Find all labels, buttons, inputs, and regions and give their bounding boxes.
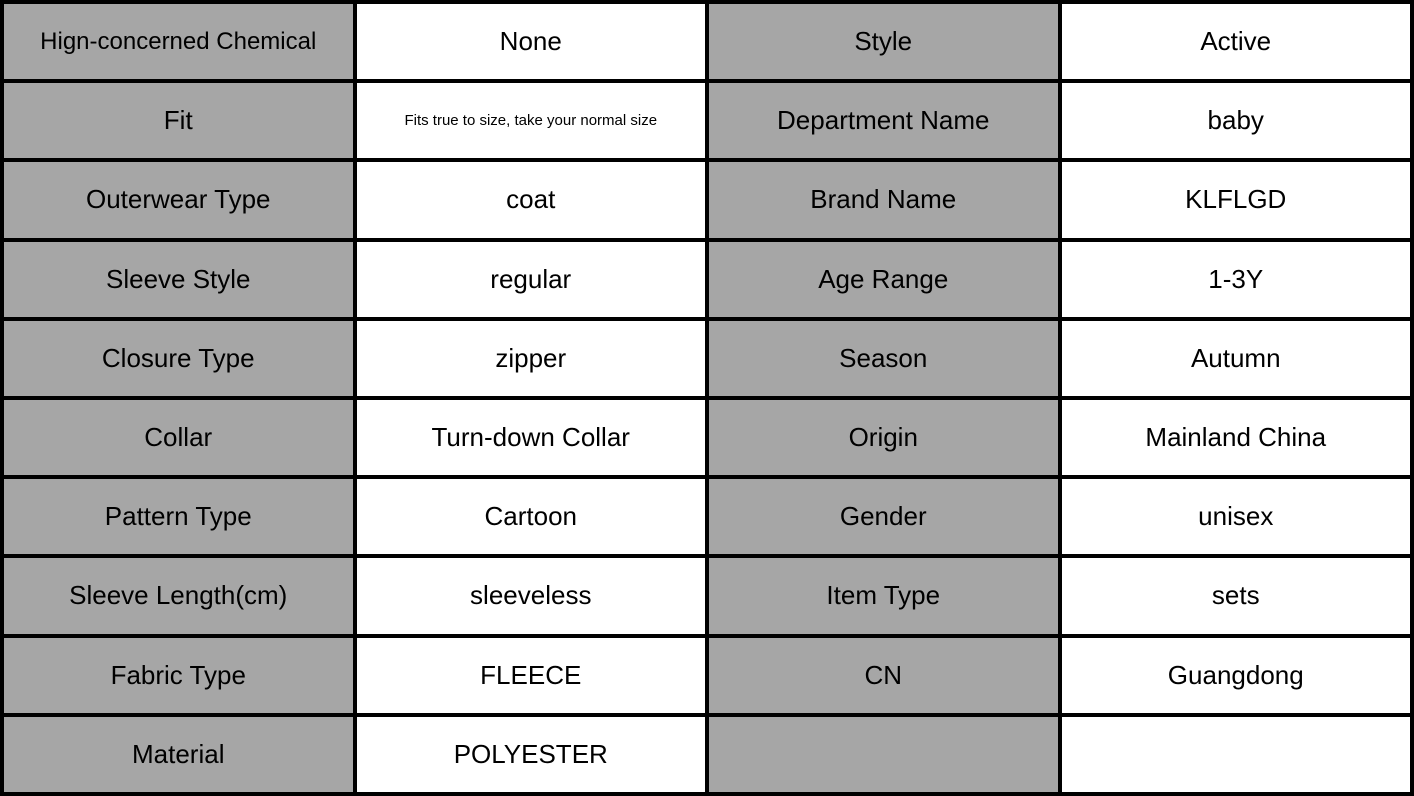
spec-value: Guangdong [1061,637,1410,713]
spec-value: coat [356,162,705,238]
spec-value: Active [1061,4,1410,80]
spec-value: Fits true to size, take your normal size [356,83,705,159]
spec-value: None [356,4,705,80]
spec-label: Origin [709,399,1058,476]
spec-label: Season [709,320,1058,396]
spec-label: Department Name [709,83,1058,159]
spec-label: Age Range [709,241,1058,317]
spec-value: KLFLGD [1061,162,1410,238]
spec-label: Hign-concerned Chemical [4,4,353,80]
spec-value: baby [1061,83,1410,159]
spec-label: Brand Name [709,162,1058,238]
spec-label: Item Type [709,558,1058,634]
spec-label: Fit [4,83,353,159]
spec-label: Pattern Type [4,479,353,555]
spec-label: Sleeve Style [4,241,353,317]
spec-label: Closure Type [4,320,353,396]
spec-value: 1-3Y [1061,241,1410,317]
spec-label: Style [709,4,1058,80]
spec-value: POLYESTER [356,716,705,792]
spec-label: Material [4,716,353,792]
spec-value: unisex [1061,479,1410,555]
spec-value: FLEECE [356,637,705,713]
spec-value: Cartoon [356,479,705,555]
spec-label: Gender [709,479,1058,555]
spec-label: CN [709,637,1058,713]
spec-label: Collar [4,399,353,476]
spec-value [1061,716,1410,792]
spec-label: Sleeve Length(cm) [4,558,353,634]
spec-label: Outerwear Type [4,162,353,238]
spec-value: sets [1061,558,1410,634]
spec-value: Autumn [1061,320,1410,396]
spec-label: Fabric Type [4,637,353,713]
spec-value: Mainland China [1061,399,1410,476]
spec-value: zipper [356,320,705,396]
spec-value: Turn-down Collar [356,399,705,476]
spec-label [709,716,1058,792]
spec-value: regular [356,241,705,317]
spec-value: sleeveless [356,558,705,634]
